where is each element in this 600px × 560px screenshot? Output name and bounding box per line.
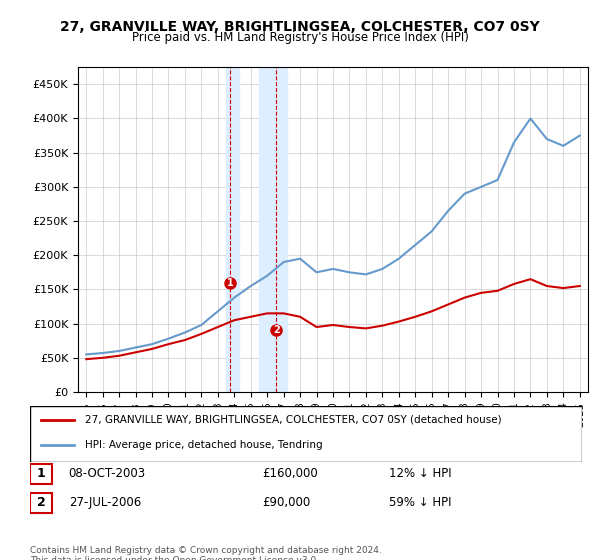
Text: HPI: Average price, detached house, Tendring: HPI: Average price, detached house, Tend… (85, 440, 323, 450)
Text: Price paid vs. HM Land Registry's House Price Index (HPI): Price paid vs. HM Land Registry's House … (131, 31, 469, 44)
Text: 27-JUL-2006: 27-JUL-2006 (68, 496, 141, 510)
FancyBboxPatch shape (30, 493, 52, 513)
Text: 12% ↓ HPI: 12% ↓ HPI (389, 467, 451, 480)
Text: 59% ↓ HPI: 59% ↓ HPI (389, 496, 451, 510)
Text: £90,000: £90,000 (262, 496, 310, 510)
Text: 08-OCT-2003: 08-OCT-2003 (68, 467, 146, 480)
Text: 1: 1 (37, 467, 46, 480)
Text: 27, GRANVILLE WAY, BRIGHTLINGSEA, COLCHESTER, CO7 0SY (detached house): 27, GRANVILLE WAY, BRIGHTLINGSEA, COLCHE… (85, 415, 502, 425)
Bar (226, 67, 239, 392)
Text: £160,000: £160,000 (262, 467, 317, 480)
FancyBboxPatch shape (30, 406, 582, 462)
FancyBboxPatch shape (30, 464, 52, 484)
Text: 1: 1 (227, 278, 233, 288)
Text: 2: 2 (273, 325, 280, 335)
Bar (259, 67, 287, 392)
Text: 2: 2 (37, 496, 46, 510)
Text: Contains HM Land Registry data © Crown copyright and database right 2024.
This d: Contains HM Land Registry data © Crown c… (30, 546, 382, 560)
Text: 27, GRANVILLE WAY, BRIGHTLINGSEA, COLCHESTER, CO7 0SY: 27, GRANVILLE WAY, BRIGHTLINGSEA, COLCHE… (60, 20, 540, 34)
